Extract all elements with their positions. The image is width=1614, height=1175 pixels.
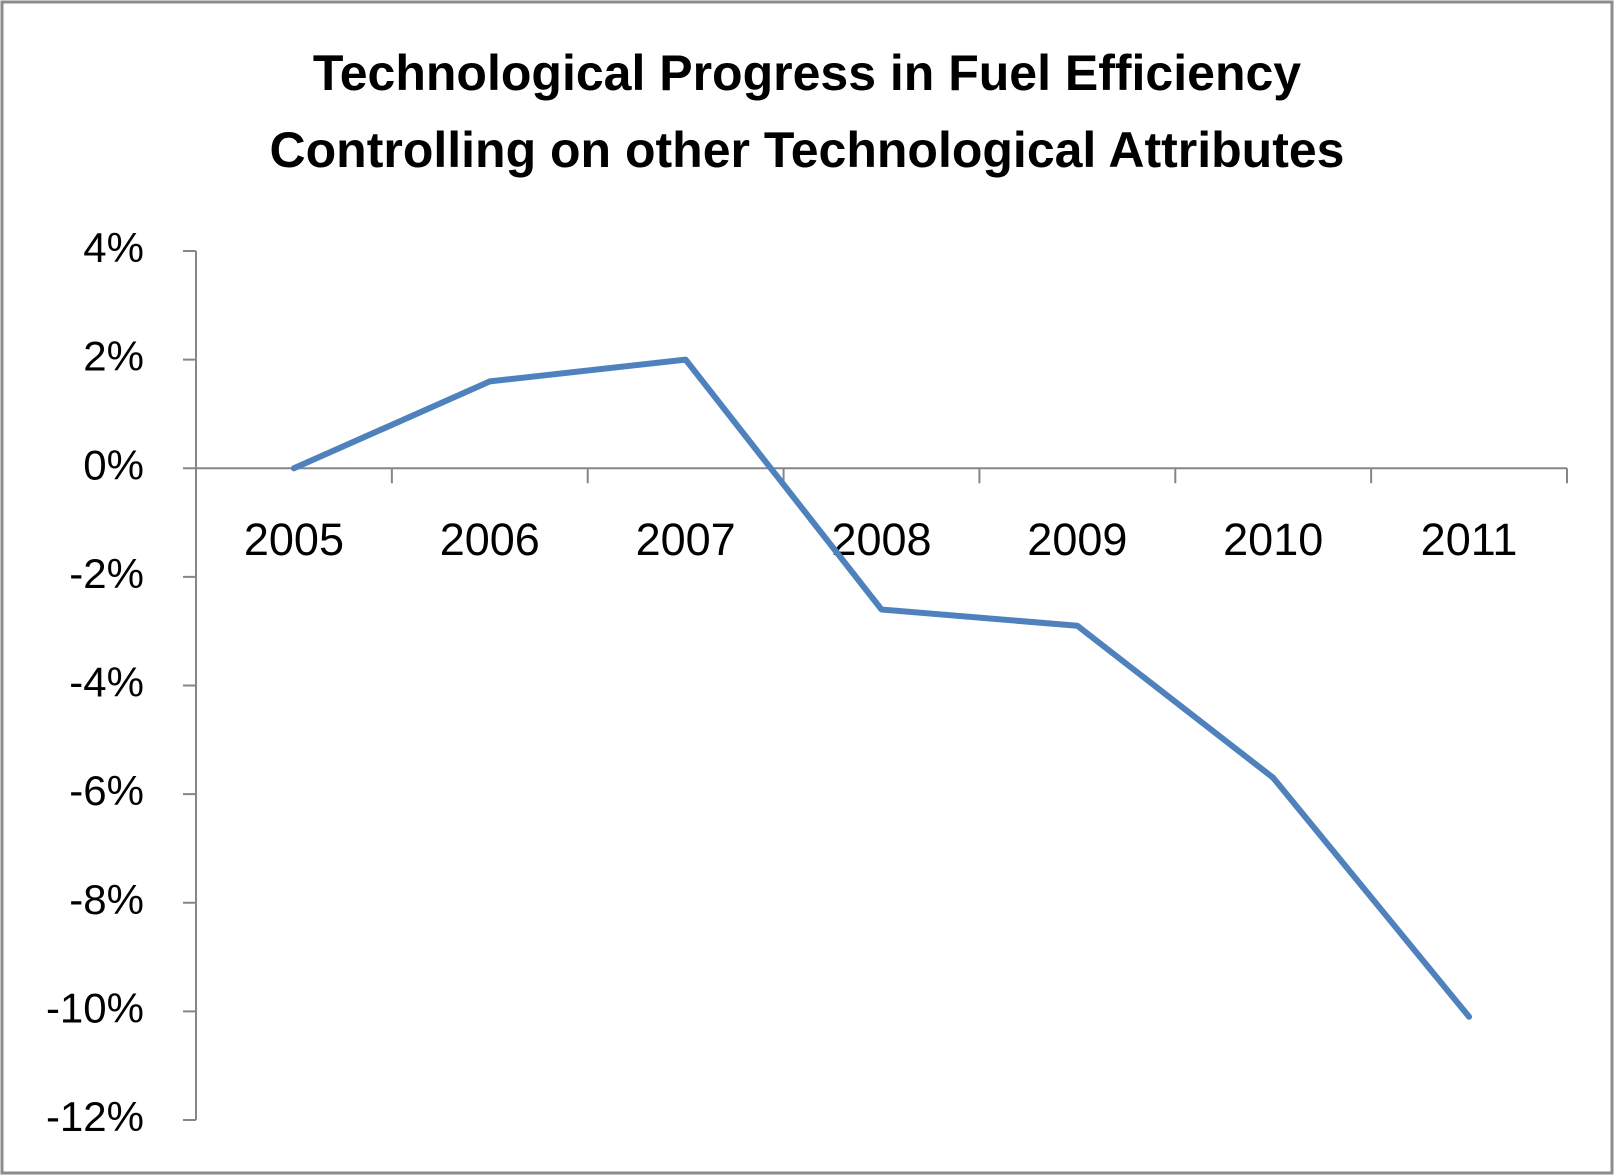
y-tick-label: -4% <box>69 659 144 706</box>
x-tick-label: 2007 <box>636 514 736 565</box>
x-tick-label: 2009 <box>1027 514 1127 565</box>
chart-title: Controlling on other Technological Attri… <box>270 122 1345 178</box>
y-tick-label: -8% <box>69 876 144 923</box>
y-tick-label: -10% <box>46 984 144 1031</box>
x-tick-label: 2005 <box>244 514 344 565</box>
y-tick-label: 4% <box>83 224 144 271</box>
x-tick-label: 2008 <box>831 514 931 565</box>
y-tick-label: -2% <box>69 550 144 597</box>
y-tick-label: -12% <box>46 1093 144 1140</box>
x-tick-label: 2010 <box>1223 514 1323 565</box>
y-tick-label: -6% <box>69 767 144 814</box>
x-tick-label: 2006 <box>440 514 540 565</box>
y-tick-label: 2% <box>83 333 144 380</box>
x-tick-label: 2011 <box>1421 514 1518 565</box>
line-series <box>290 356 1473 1020</box>
y-tick-label: 0% <box>83 441 144 488</box>
chart-title: Technological Progress in Fuel Efficienc… <box>313 45 1301 101</box>
